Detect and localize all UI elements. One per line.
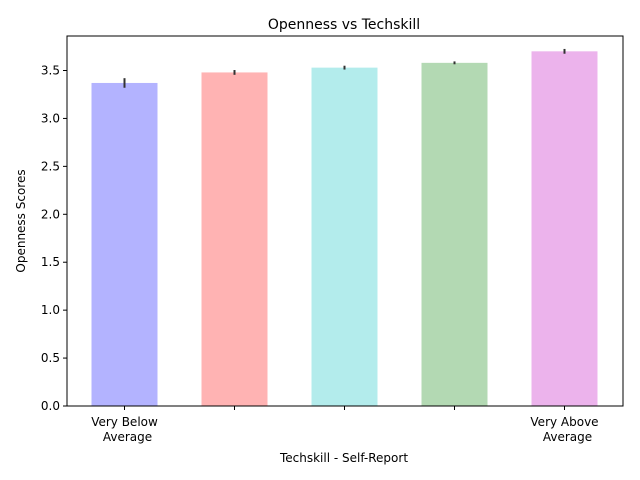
bars-group: [91, 51, 598, 407]
y-tick-label-1: 0.5: [41, 351, 60, 365]
x-tick-label-4: Very Above Average: [530, 415, 598, 444]
x-tick-label-0: Very Below Average: [91, 415, 158, 444]
plot-frame: [66, 35, 624, 407]
y-axis-label: Openness Scores: [14, 169, 28, 272]
chart-title: Openness vs Techskill: [268, 17, 420, 33]
y-tick-label-5: 2.5: [41, 159, 60, 173]
x-axis-label: Techskill - Self-Report: [279, 451, 408, 465]
y-tick-label-0: 0.0: [41, 399, 60, 413]
y-tick-label-6: 3.0: [41, 111, 60, 125]
y-tick-label-3: 1.5: [41, 255, 60, 269]
bar-1: [201, 72, 268, 407]
y-tick-label-4: 2.0: [41, 207, 60, 221]
y-axis: 0.0 0.5 1.0 1.5 2.0 2.5 3.0 3.5: [41, 64, 67, 413]
bar-3: [421, 62, 488, 406]
bar-4: [531, 51, 598, 406]
error-bars-group: [123, 48, 566, 88]
y-tick-label-7: 3.5: [41, 64, 60, 78]
bar-2: [311, 67, 378, 406]
bar-0: [91, 82, 158, 407]
x-axis: Very Below Average Very Above Average: [91, 406, 599, 444]
y-tick-label-2: 1.0: [41, 303, 60, 317]
